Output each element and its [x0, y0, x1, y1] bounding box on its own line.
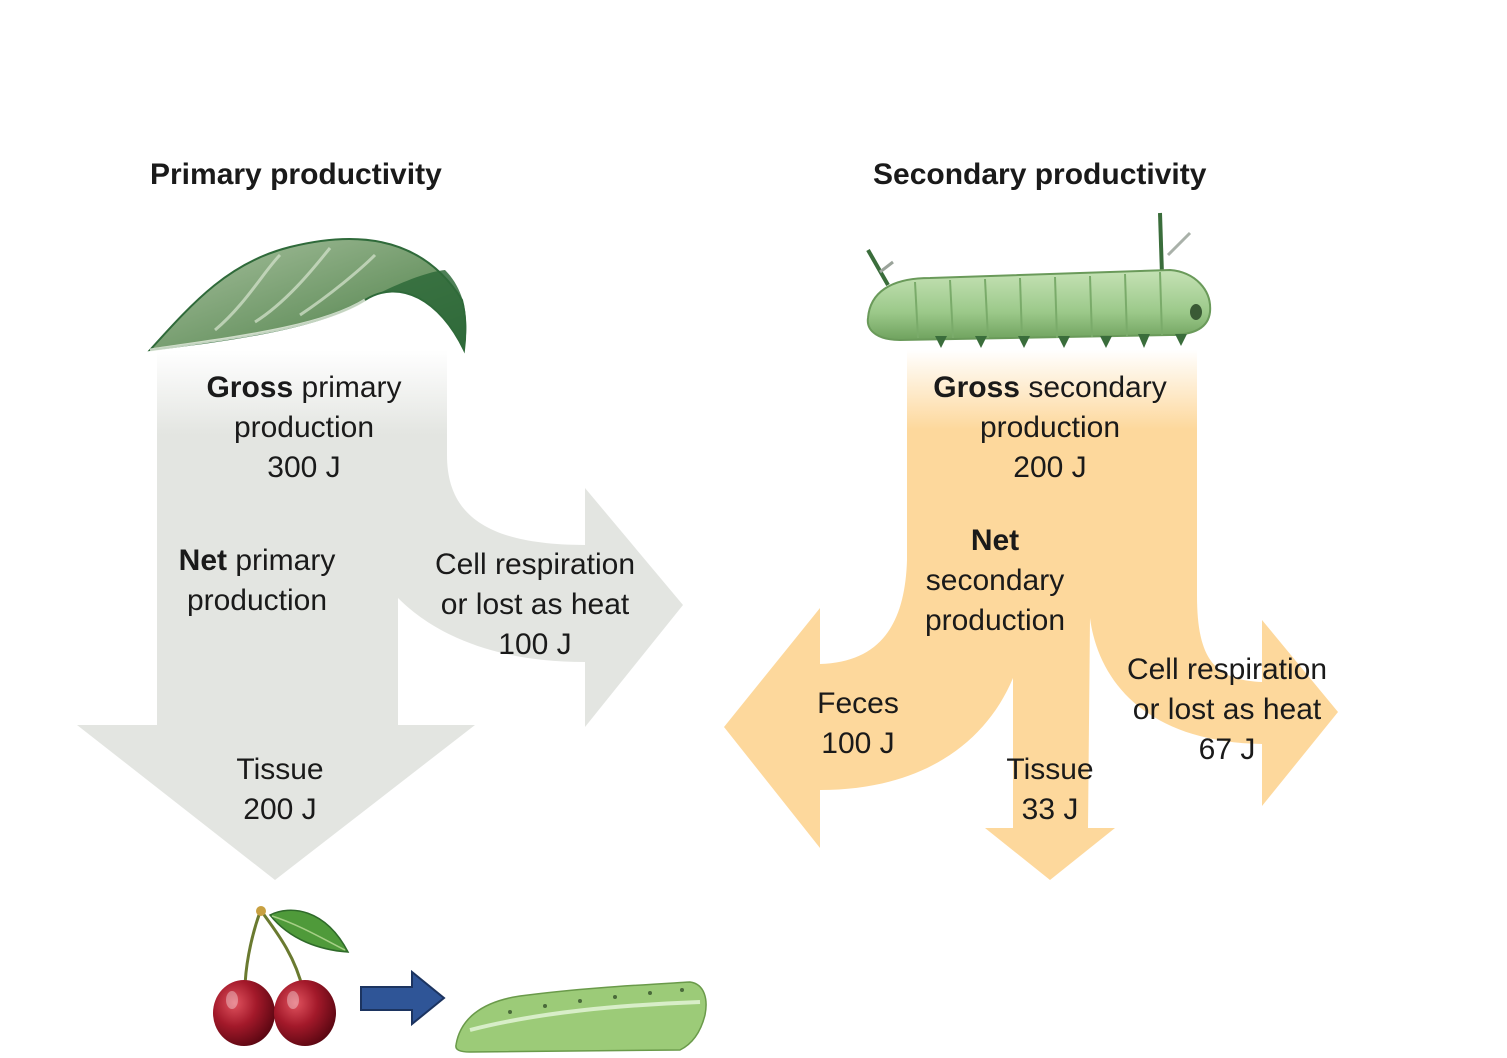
primary-net-rest: primary — [227, 544, 336, 577]
secondary-respiration-label: Cell respiration or lost as heat 67 J — [1102, 650, 1352, 770]
primary-gross-label: Gross primary production 300 J — [154, 368, 454, 488]
secondary-gross-label: Gross secondary production 200 J — [900, 368, 1200, 488]
secondary-tissue-value: 33 J — [1021, 793, 1079, 826]
primary-respiration-label: Cell respiration or lost as heat 100 J — [410, 545, 660, 665]
secondary-resp-line1: Cell respiration — [1126, 653, 1328, 686]
secondary-tissue-label: Tissue 33 J — [990, 750, 1110, 830]
primary-resp-value: 100 J — [498, 628, 572, 661]
secondary-tissue-text: Tissue — [1006, 753, 1094, 786]
primary-tissue-text: Tissue — [236, 753, 324, 786]
primary-net-label: Net primary production — [127, 541, 387, 621]
secondary-net-bold: Net — [970, 524, 1020, 557]
primary-flow — [77, 350, 683, 880]
leaf-icon — [147, 237, 467, 354]
primary-tissue-label: Tissue 200 J — [180, 750, 380, 830]
secondary-net-line3: production — [924, 604, 1066, 637]
primary-gross-value: 300 J — [267, 451, 341, 484]
secondary-resp-value: 67 J — [1198, 733, 1256, 766]
secondary-net-label: Net secondary production — [895, 521, 1095, 641]
secondary-gross-rest: secondary — [1019, 371, 1167, 404]
primary-title: Primary productivity — [150, 158, 442, 191]
caterpillar-small-icon — [455, 981, 707, 1053]
secondary-title: Secondary productivity — [873, 158, 1207, 191]
secondary-gross-bold: Gross — [933, 371, 1020, 404]
primary-net-line2: production — [186, 584, 328, 617]
blue-arrow-icon — [360, 969, 446, 1027]
primary-resp-line1: Cell respiration — [434, 548, 636, 581]
secondary-resp-line2: or lost as heat — [1132, 693, 1322, 726]
caterpillar-icon — [866, 212, 1212, 348]
primary-flow-arrows — [77, 350, 683, 880]
secondary-gross-line2: production — [979, 411, 1121, 444]
secondary-gross-value: 200 J — [1013, 451, 1087, 484]
secondary-flow — [724, 350, 1338, 880]
primary-gross-line2: production — [233, 411, 375, 444]
secondary-feces-label: Feces 100 J — [798, 684, 918, 764]
secondary-net-line2: secondary — [925, 564, 1065, 597]
primary-gross-bold: Gross — [206, 371, 294, 404]
secondary-feces-text: Feces — [817, 687, 899, 720]
cherries-icon — [213, 906, 350, 1046]
primary-gross-rest: primary — [293, 371, 402, 404]
primary-resp-line2: or lost as heat — [440, 588, 630, 621]
secondary-flow-arrows — [724, 350, 1338, 880]
primary-net-bold: Net — [178, 544, 227, 577]
secondary-feces-value: 100 J — [821, 727, 895, 760]
primary-tissue-value: 200 J — [243, 793, 317, 826]
